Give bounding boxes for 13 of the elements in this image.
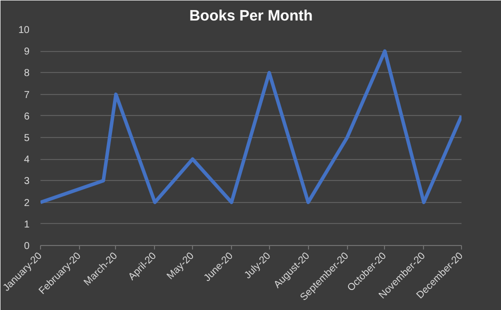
y-tick-label: 9 — [24, 46, 30, 58]
y-tick-label: 6 — [24, 111, 30, 122]
y-tick-label: 10 — [18, 25, 30, 36]
chart-title: Books Per Month — [189, 8, 313, 24]
y-tick-label: 1 — [24, 219, 30, 230]
y-tick-label: 4 — [24, 154, 30, 166]
line-series — [40, 49, 462, 204]
y-tick-label: 3 — [24, 176, 30, 188]
y-tick-label: 8 — [24, 68, 30, 80]
y-tick-label: 7 — [24, 90, 30, 101]
y-tick-label: 2 — [24, 198, 30, 209]
y-tick-label: 0 — [24, 241, 30, 252]
y-tick-label: 5 — [24, 133, 30, 144]
